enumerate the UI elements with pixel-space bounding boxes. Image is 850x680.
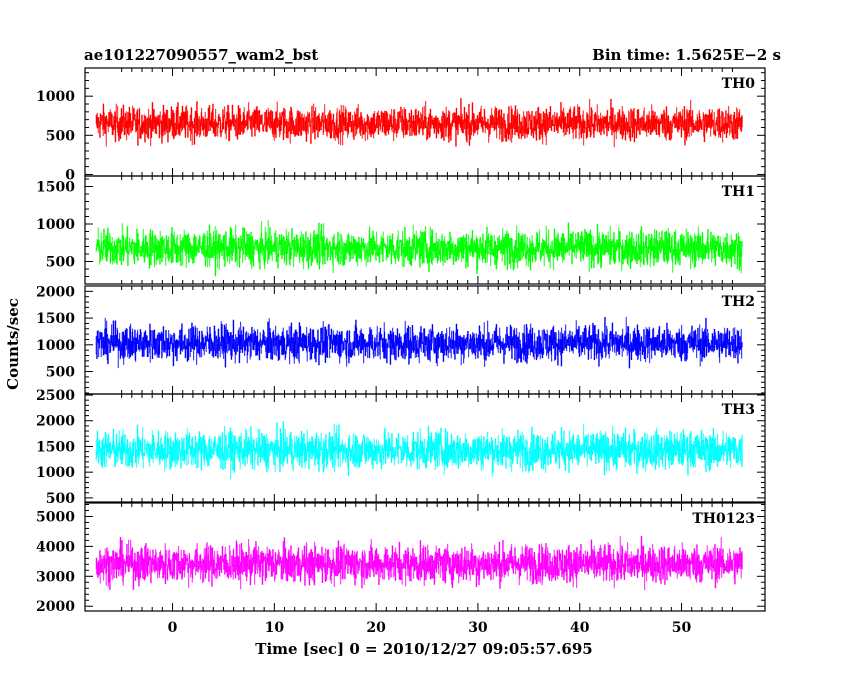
- x-tick-label: 40: [570, 620, 590, 636]
- x-tick-label: 30: [468, 620, 488, 636]
- panel-label: TH1: [722, 184, 755, 200]
- y-tick-label: 1000: [36, 465, 75, 481]
- y-tick-label: 1500: [36, 311, 75, 327]
- panel-th2: 500 1000 1500 2000 TH2: [36, 284, 766, 395]
- series-th1: [95, 220, 743, 277]
- panel-th0: 0 500 1000 TH0: [36, 67, 766, 183]
- bin-time-label: Bin time: 1.5625E−2 s: [592, 46, 781, 64]
- panel-label: TH0: [722, 76, 756, 92]
- panels-group: 0 500 1000 TH0 500 1000 1500 TH1 500 1000 1500 2000…: [36, 67, 766, 615]
- panel-label: TH2: [722, 294, 755, 310]
- panel-th1: 500 1000 1500 TH1: [36, 175, 766, 285]
- y-tick-label: 2000: [36, 284, 75, 300]
- chart-title: ae101227090557_wam2_bst: [84, 46, 318, 64]
- x-tick-label: 10: [265, 620, 285, 636]
- y-tick-label: 1000: [36, 89, 75, 105]
- y-tick-label: 1500: [36, 439, 75, 455]
- panel-label: TH0123: [692, 511, 755, 527]
- x-tick-label: 50: [672, 620, 692, 636]
- x-tick-label: 0: [168, 620, 178, 636]
- series-th0: [95, 98, 743, 148]
- y-tick-label: 500: [46, 491, 75, 507]
- panel-frame: [84, 502, 766, 612]
- y-axis-title: Counts/sec: [4, 298, 22, 390]
- y-tick-label: 3000: [36, 569, 75, 585]
- y-tick-label: 500: [46, 255, 75, 271]
- y-tick-label: 5000: [36, 509, 75, 525]
- y-tick-label: 2500: [36, 388, 75, 404]
- panel-label: TH3: [722, 402, 755, 418]
- series-th0123: [95, 536, 743, 591]
- y-tick-label: 2000: [36, 599, 75, 615]
- y-tick-label: 500: [46, 365, 75, 381]
- panel-frame: [84, 393, 766, 503]
- panel-th3: 500 1000 1500 2000 2500 TH3: [36, 388, 766, 507]
- x-axis: 0 10 20 30 40 50: [168, 620, 692, 636]
- y-tick-label: 1000: [36, 217, 75, 233]
- y-tick-label: 0: [65, 167, 75, 183]
- y-tick-label: 4000: [36, 539, 75, 555]
- y-tick-label: 2000: [36, 414, 75, 430]
- y-tick-label: 1000: [36, 338, 75, 354]
- series-th3: [95, 421, 743, 480]
- y-tick-label: 500: [46, 128, 75, 144]
- y-tick-label: 1500: [36, 180, 75, 196]
- x-tick-label: 20: [366, 620, 386, 636]
- panel-th0123: 2000 3000 4000 5000 TH0123: [36, 502, 766, 615]
- series-th2: [95, 316, 743, 369]
- x-axis-title: Time [sec] 0 = 2010/12/27 09:05:57.695: [255, 640, 592, 658]
- panel-frame: [84, 175, 766, 285]
